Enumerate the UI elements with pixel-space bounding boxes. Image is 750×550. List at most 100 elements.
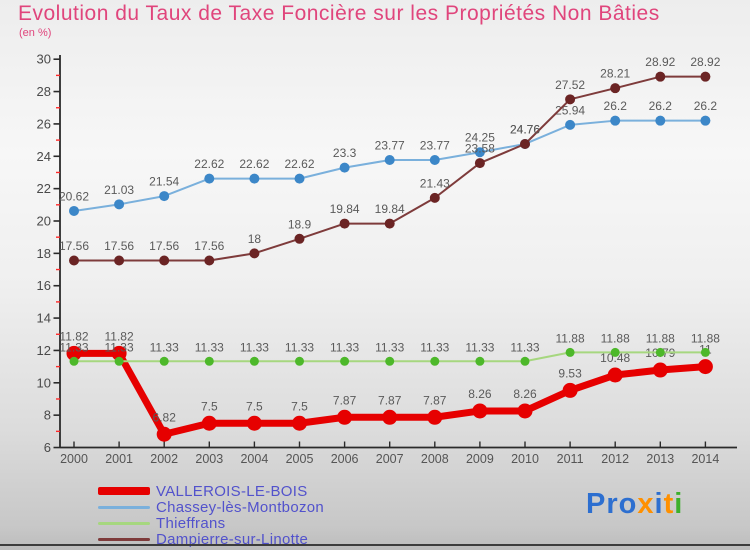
data-point bbox=[655, 115, 666, 126]
data-point bbox=[610, 83, 621, 94]
axes: 6 8 10 12 14 16 18 20 22 24 26 28 30 2000 2001 2002 2003… bbox=[37, 52, 737, 466]
data-label: 11.33 bbox=[240, 340, 269, 354]
data-label: 17.56 bbox=[194, 239, 224, 253]
data-label: 19.84 bbox=[375, 202, 405, 216]
data-point bbox=[697, 359, 713, 375]
legend-label: Chassey-lès-Montbozon bbox=[156, 498, 325, 516]
data-point bbox=[607, 367, 623, 383]
legend-item-vallerois-le-bois: VALLEROIS-LE-BOIS bbox=[98, 483, 324, 499]
y-tick-label: 12 bbox=[37, 343, 51, 358]
legend-swatch-thieffrans bbox=[98, 521, 150, 525]
data-label: 18.9 bbox=[288, 217, 312, 231]
data-point bbox=[610, 347, 620, 357]
data-label: 11.88 bbox=[646, 331, 675, 345]
data-label: 17.56 bbox=[149, 239, 179, 253]
data-point bbox=[652, 362, 668, 378]
x-tick-label: 2001 bbox=[105, 452, 133, 466]
data-label: 23.58 bbox=[465, 142, 495, 156]
data-point bbox=[201, 415, 217, 431]
data-point bbox=[159, 356, 169, 366]
legend-swatch-chassey-les-montbozon bbox=[98, 505, 150, 509]
data-point bbox=[159, 255, 170, 266]
data-point bbox=[517, 403, 533, 419]
data-label: 10.48 bbox=[600, 351, 630, 365]
y-tick-label: 22 bbox=[37, 181, 51, 196]
data-point bbox=[655, 71, 666, 82]
chart-subtitle: (en %) bbox=[19, 27, 52, 39]
data-point bbox=[114, 199, 125, 210]
data-label: 8.26 bbox=[513, 387, 537, 401]
data-point bbox=[249, 356, 259, 366]
data-label: 23.77 bbox=[375, 139, 405, 153]
data-point bbox=[66, 345, 82, 361]
data-point bbox=[69, 255, 79, 266]
data-point bbox=[610, 115, 621, 126]
logo-letter: o bbox=[618, 488, 638, 520]
data-label: 7.5 bbox=[246, 399, 263, 413]
logo-letter: i bbox=[654, 488, 664, 520]
data-label: 9.53 bbox=[558, 366, 582, 380]
data-point bbox=[427, 409, 443, 425]
data-label: 7.5 bbox=[201, 399, 218, 413]
data-label: 11.82 bbox=[59, 329, 88, 343]
legend-item-dampierre-sur-linotte: Dampierre-sur-Linotte bbox=[98, 531, 324, 547]
data-point bbox=[111, 345, 127, 361]
x-tick-label: 2013 bbox=[646, 452, 674, 466]
data-label: 11.33 bbox=[105, 340, 134, 354]
data-label: 7.87 bbox=[378, 393, 402, 407]
data-point bbox=[339, 162, 350, 173]
logo-letter: i bbox=[674, 488, 684, 520]
data-point bbox=[340, 356, 350, 366]
data-label: 17.56 bbox=[59, 239, 89, 253]
data-label: 28.92 bbox=[690, 55, 720, 69]
data-point bbox=[204, 173, 215, 184]
data-label: 21.43 bbox=[420, 176, 450, 190]
data-point bbox=[520, 138, 530, 149]
data-label: 11.33 bbox=[330, 340, 359, 354]
data-point bbox=[565, 94, 576, 105]
data-label: 28.92 bbox=[645, 55, 675, 69]
data-point bbox=[156, 426, 172, 442]
data-label: 26.2 bbox=[649, 99, 673, 113]
y-tick-label: 20 bbox=[37, 214, 51, 229]
data-label: 11.33 bbox=[465, 340, 494, 354]
data-label: 24.25 bbox=[465, 131, 495, 145]
data-point bbox=[430, 356, 440, 366]
data-label: 7.87 bbox=[333, 393, 357, 407]
series-thieffrans: 11.33 11.33 11.33 11.33 11.33 11.33 11.33 11.33… bbox=[59, 331, 720, 366]
legend-item-thieffrans: Thieffrans bbox=[98, 515, 324, 531]
data-point bbox=[565, 119, 576, 130]
data-point bbox=[475, 356, 485, 366]
logo-letter: r bbox=[606, 488, 619, 520]
data-label: 11.33 bbox=[150, 340, 179, 354]
y-tick-label: 14 bbox=[37, 311, 51, 326]
legend-label: Dampierre-sur-Linotte bbox=[156, 530, 309, 548]
data-label: 24.76 bbox=[510, 122, 540, 136]
data-label: 11.82 bbox=[105, 329, 134, 343]
data-point bbox=[295, 356, 304, 366]
legend: VALLEROIS-LE-BOIS Chassey-lès-Montbozon … bbox=[98, 483, 324, 547]
y-tick-label: 30 bbox=[37, 52, 51, 67]
x-tick-label: 2000 bbox=[60, 452, 88, 466]
y-tick-label: 16 bbox=[37, 278, 51, 293]
data-label: 11.88 bbox=[691, 331, 720, 345]
logo-letter: P bbox=[586, 488, 607, 520]
y-tick-label: 26 bbox=[37, 116, 51, 131]
data-point bbox=[655, 347, 665, 357]
data-point bbox=[337, 409, 353, 425]
data-label: 7.87 bbox=[423, 393, 447, 407]
data-point bbox=[69, 205, 79, 216]
data-point bbox=[520, 356, 530, 366]
data-point bbox=[700, 71, 711, 82]
data-point bbox=[204, 255, 215, 266]
x-tick-label: 2003 bbox=[195, 452, 223, 466]
data-label: 26.2 bbox=[604, 99, 628, 113]
data-point bbox=[472, 403, 488, 419]
y-tick-label: 18 bbox=[37, 246, 51, 261]
legend-item-chassey-les-montbozon: Chassey-lès-Montbozon bbox=[98, 499, 324, 515]
x-tick-label: 2014 bbox=[691, 452, 719, 466]
data-point bbox=[385, 356, 395, 366]
data-point bbox=[294, 233, 305, 244]
